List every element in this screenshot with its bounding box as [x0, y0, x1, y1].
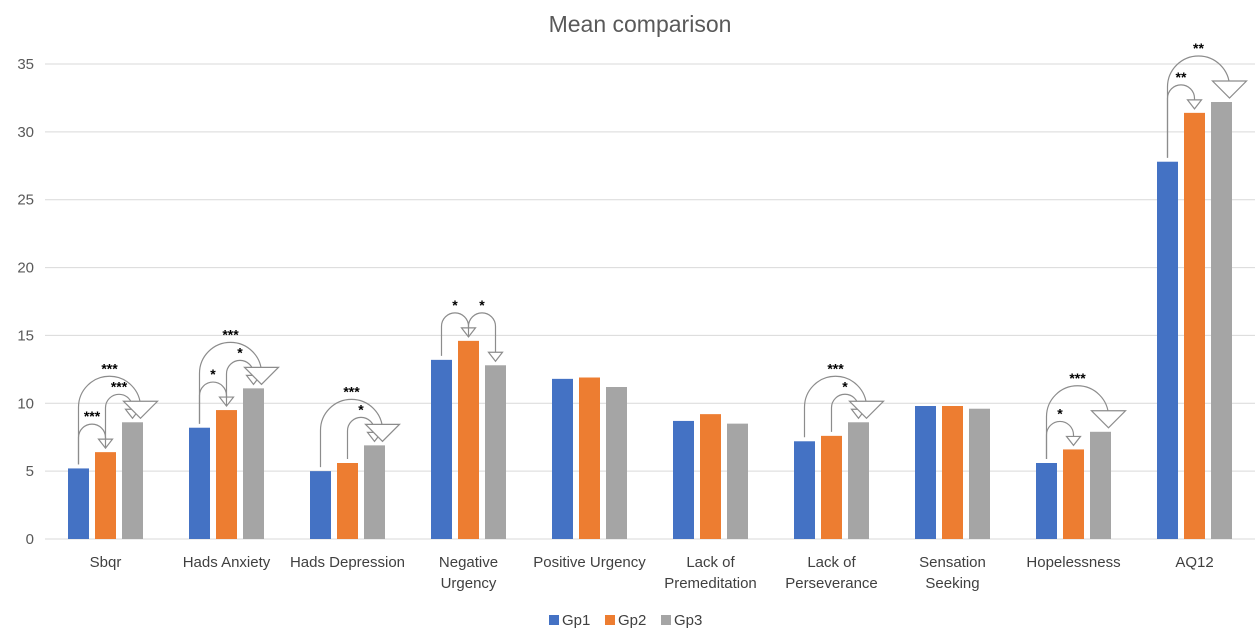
category-label: AQ12 [1175, 554, 1213, 571]
bar-gp1 [310, 471, 331, 539]
y-tick-label: 30 [17, 124, 34, 141]
category-label: Lack of Premeditation [664, 554, 757, 592]
bar-gp3 [1090, 431, 1111, 539]
significance-label: *** [101, 360, 118, 376]
significance-label: * [210, 366, 216, 382]
significance-label: ** [1193, 40, 1204, 56]
significance-label: *** [343, 383, 360, 399]
legend-label: Gp2 [618, 612, 646, 629]
significance-label: * [358, 401, 364, 417]
significance-label: *** [1069, 370, 1086, 386]
significance-arrowhead [1065, 435, 1082, 447]
legend: Gp1 Gp2 Gp3 [549, 612, 702, 629]
x-axis-categories: Sbqr Hads Anxiety Hads Depression Negative U… [90, 554, 1214, 592]
bar-gp3 [243, 388, 264, 539]
significance-arc [319, 398, 384, 468]
y-tick-label: 5 [26, 463, 34, 480]
significance-label: * [1057, 405, 1063, 421]
bar-gp1 [189, 427, 210, 539]
significance-arc [1045, 385, 1110, 459]
significance-arrowhead [122, 400, 159, 420]
bar-gp1 [68, 468, 89, 539]
significance-arrowhead [364, 423, 401, 443]
bar-gp2 [700, 414, 721, 539]
bar-gp2 [95, 452, 116, 539]
significance-arrowhead [1211, 80, 1248, 99]
category-label: Sbqr [90, 554, 122, 571]
category-label: Hopelessness [1026, 554, 1120, 571]
bar-gp3 [969, 408, 990, 539]
bar-gp1 [552, 378, 573, 539]
y-tick-label: 0 [26, 531, 34, 548]
bar-gp2 [821, 435, 842, 539]
significance-label: ** [1176, 69, 1187, 85]
bar-gp2 [337, 463, 358, 539]
bar-gp3 [364, 445, 385, 539]
y-tick-label: 25 [17, 192, 34, 209]
significance-arc [198, 341, 263, 424]
y-tick-label: 35 [17, 56, 34, 73]
significance-label: *** [111, 378, 128, 394]
category-label: Lack of Perseverance [785, 554, 878, 592]
legend-swatch [661, 615, 671, 625]
category-label: Hads Depression [290, 554, 405, 571]
bar-gp2 [458, 340, 479, 539]
significance-label: *** [84, 408, 101, 424]
y-tick-label: 20 [17, 260, 34, 277]
category-label: Positive Urgency [533, 554, 646, 571]
bar-gp1 [1036, 463, 1057, 539]
significance-label: *** [827, 360, 844, 376]
significance-label: * [479, 297, 485, 313]
bar-gp3 [727, 423, 748, 539]
significance-arc [467, 312, 497, 353]
category-label: Hads Anxiety [183, 554, 271, 571]
significance-arc [77, 375, 142, 465]
legend-swatch [549, 615, 559, 625]
significance-arc [440, 312, 470, 356]
bar-gp2 [579, 377, 600, 539]
significance-arrowhead [848, 400, 885, 420]
significance-label: * [452, 297, 458, 313]
legend-label: Gp3 [674, 612, 702, 629]
bar-gp1 [915, 406, 936, 539]
legend-label: Gp1 [562, 612, 590, 629]
significance-arrowhead [1186, 99, 1203, 110]
category-label: Negative Urgency [439, 554, 498, 592]
bar-gp1 [1157, 161, 1178, 539]
bar-gp1 [673, 420, 694, 539]
bar-gp2 [1184, 112, 1205, 539]
significance-label: * [842, 378, 848, 394]
chart-title: Mean comparison [549, 11, 732, 37]
bar-gp1 [794, 441, 815, 539]
bar-gp3 [606, 387, 627, 539]
significance-arrowhead [243, 366, 280, 386]
bar-gp1 [431, 359, 452, 539]
legend-swatch [605, 615, 615, 625]
y-axis-ticks: 0 5 10 15 20 25 30 35 [17, 56, 34, 548]
significance-label: *** [222, 326, 239, 342]
bar-gp2 [1063, 449, 1084, 539]
bars [68, 102, 1232, 539]
bar-gp3 [848, 422, 869, 539]
bar-gp2 [942, 406, 963, 539]
significance-arrowhead [487, 351, 504, 363]
bar-gp3 [1211, 102, 1232, 539]
significance-arc [803, 375, 868, 438]
significance-annotations: ********* ********** ************* [77, 40, 1248, 468]
significance-label: * [237, 344, 243, 360]
y-tick-label: 10 [17, 395, 34, 412]
y-tick-label: 15 [17, 327, 34, 344]
bar-gp3 [485, 365, 506, 539]
category-label: Sensation Seeking [919, 554, 986, 592]
bar-gp3 [122, 422, 143, 539]
bar-gp2 [216, 410, 237, 539]
significance-arc [1166, 55, 1231, 158]
significance-arrowhead [1090, 410, 1127, 429]
